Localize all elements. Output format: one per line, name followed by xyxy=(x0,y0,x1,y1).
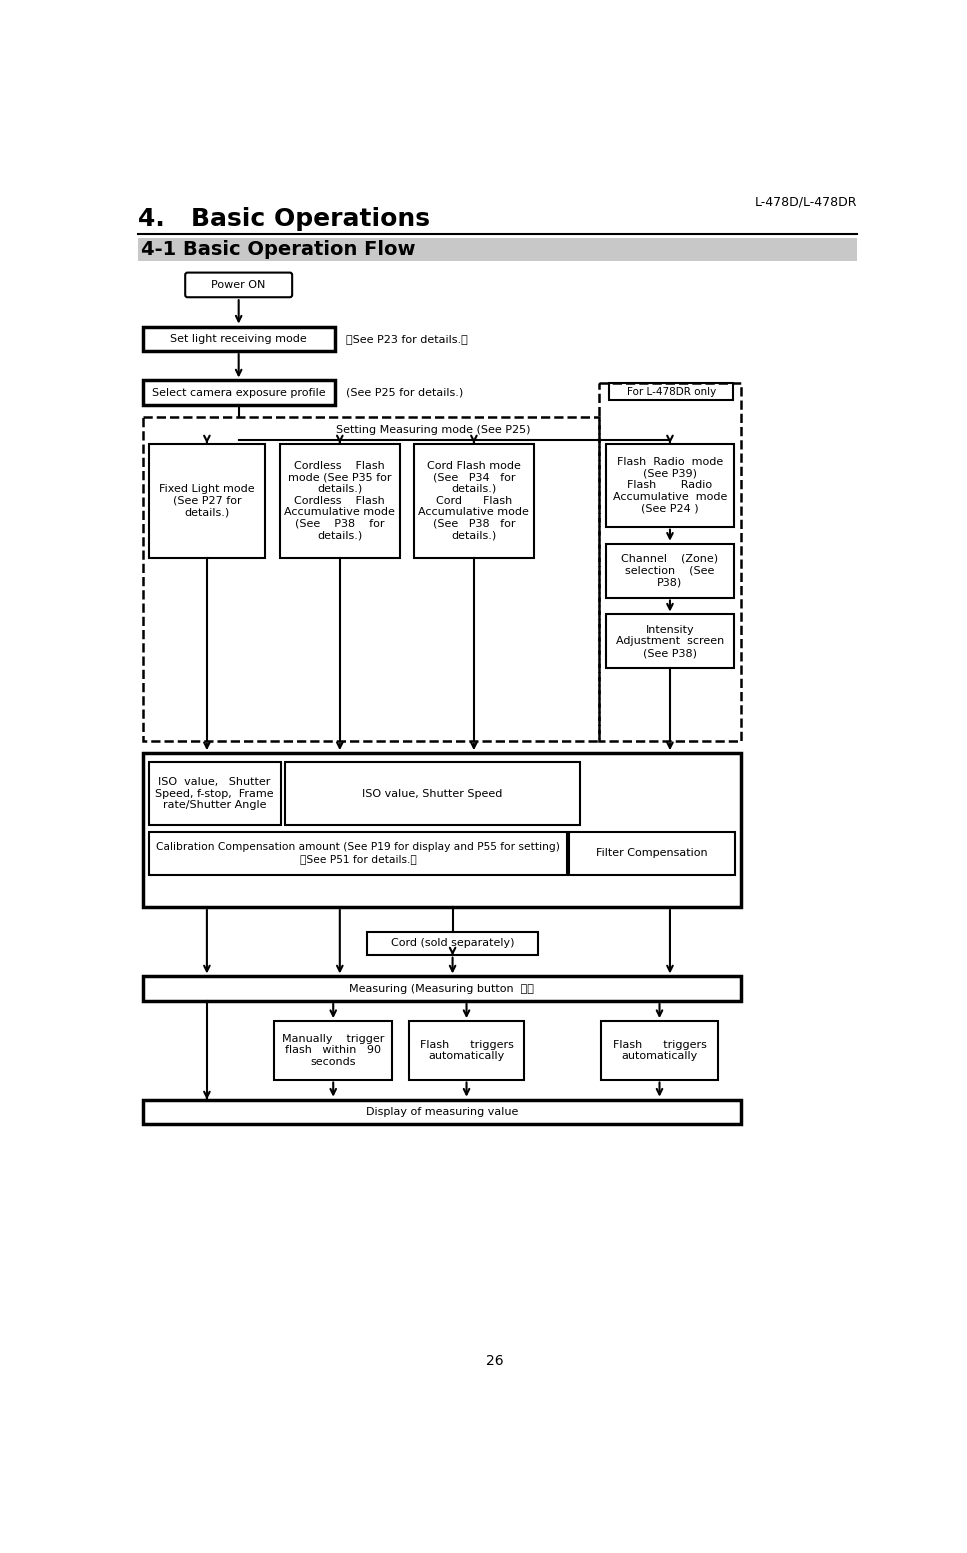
Bar xyxy=(142,753,741,907)
Text: （See P23 for details.）: （See P23 for details.） xyxy=(345,334,467,343)
Text: Cord (sold separately): Cord (sold separately) xyxy=(391,938,514,949)
Bar xyxy=(142,326,335,351)
Bar xyxy=(279,444,400,558)
Text: Setting Measuring mode (See P25): Setting Measuring mode (See P25) xyxy=(336,424,530,435)
Bar xyxy=(606,544,734,598)
Text: Display of measuring value: Display of measuring value xyxy=(366,1107,518,1117)
Bar xyxy=(142,1100,741,1124)
Text: Flash  Radio  mode
(See P39)
Flash       Radio
Accumulative  mode
(See P24 ): Flash Radio mode (See P39) Flash Radio A… xyxy=(613,457,727,514)
Bar xyxy=(285,763,579,826)
Bar xyxy=(142,977,741,1002)
Text: 4-1 Basic Operation Flow: 4-1 Basic Operation Flow xyxy=(141,241,416,259)
Text: (See P25 for details.): (See P25 for details.) xyxy=(345,388,463,398)
Bar xyxy=(409,1020,524,1079)
Bar xyxy=(599,384,741,741)
Bar xyxy=(142,380,335,405)
Bar xyxy=(609,384,733,401)
Bar xyxy=(569,831,735,874)
Text: Flash      triggers
automatically: Flash triggers automatically xyxy=(612,1039,707,1061)
Bar xyxy=(275,1020,393,1079)
Text: 26: 26 xyxy=(486,1354,504,1368)
Text: ISO  value,   Shutter
Speed, f-stop,  Frame
rate/Shutter Angle: ISO value, Shutter Speed, f-stop, Frame … xyxy=(156,778,274,811)
Text: Fixed Light mode
(See P27 for
details.): Fixed Light mode (See P27 for details.) xyxy=(160,485,254,517)
Text: Measuring (Measuring button  ⓘ）: Measuring (Measuring button ⓘ） xyxy=(349,983,534,994)
Text: For L-478DR only: For L-478DR only xyxy=(627,387,716,398)
Bar xyxy=(414,444,534,558)
Bar xyxy=(367,932,538,955)
Bar xyxy=(138,238,857,261)
FancyBboxPatch shape xyxy=(186,273,292,297)
Text: Intensity
Adjustment  screen
(See P38): Intensity Adjustment screen (See P38) xyxy=(616,624,724,658)
Text: Select camera exposure profile: Select camera exposure profile xyxy=(152,388,326,398)
Bar xyxy=(606,444,734,526)
Bar xyxy=(149,444,265,558)
Bar xyxy=(606,615,734,668)
Bar xyxy=(149,763,280,826)
Text: L-478D/L-478DR: L-478D/L-478DR xyxy=(754,196,857,208)
Text: Cord Flash mode
(See   P34   for
details.)
Cord      Flash
Accumulative mode
(Se: Cord Flash mode (See P34 for details.) C… xyxy=(419,461,529,540)
Text: Flash      triggers
automatically: Flash triggers automatically xyxy=(420,1039,513,1061)
Text: Set light receiving mode: Set light receiving mode xyxy=(170,334,308,343)
Bar xyxy=(601,1020,718,1079)
Text: Cordless    Flash
mode (See P35 for
details.)
Cordless    Flash
Accumulative mod: Cordless Flash mode (See P35 for details… xyxy=(284,461,396,540)
Text: Manually    trigger
flash   within   90
seconds: Manually trigger flash within 90 seconds xyxy=(282,1034,385,1067)
Text: ISO value, Shutter Speed: ISO value, Shutter Speed xyxy=(363,789,503,798)
Text: Filter Compensation: Filter Compensation xyxy=(596,848,708,859)
Bar xyxy=(142,418,599,741)
Text: Power ON: Power ON xyxy=(212,280,266,290)
Text: Channel    (Zone)
selection    (See
P38): Channel (Zone) selection (See P38) xyxy=(622,554,718,587)
Text: Calibration Compensation amount (See P19 for display and P55 for setting)
（See P: Calibration Compensation amount (See P19… xyxy=(156,842,560,863)
Text: 4.   Basic Operations: 4. Basic Operations xyxy=(138,207,430,231)
Bar xyxy=(149,831,568,874)
